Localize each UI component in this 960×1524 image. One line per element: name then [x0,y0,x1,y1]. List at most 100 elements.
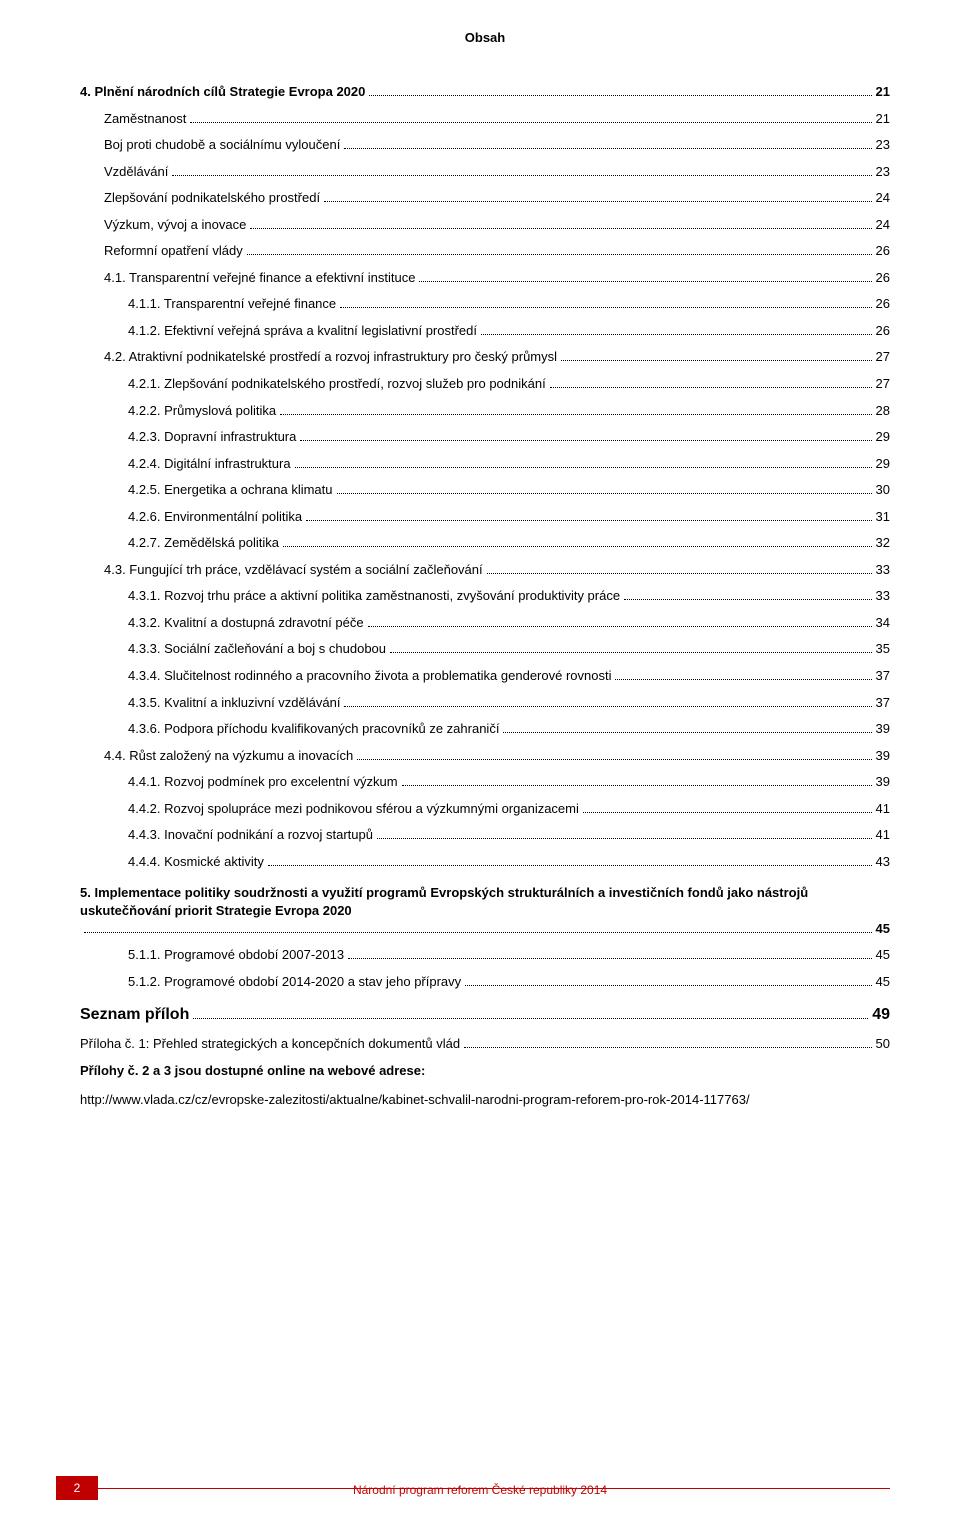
toc-leader-dots [280,414,871,415]
toc-leader-dots [464,1047,871,1048]
toc-label: Seznam příloh [80,1004,189,1026]
toc-row: 4.1.1. Transparentní veřejné finance 26 [80,295,890,313]
toc-row: 5. Implementace politiky soudržnosti a v… [80,884,890,937]
toc-leader-dots [465,985,871,986]
toc-leader-dots [402,785,872,786]
toc-label: 4.2.3. Dopravní infrastruktura [128,428,296,446]
toc-page-number: 26 [876,295,890,313]
toc-leader-dots [583,812,872,813]
toc-row: Výzkum, vývoj a inovace 24 [80,216,890,234]
toc-row: Vzdělávání23 [80,163,890,181]
toc-page-number: 45 [876,946,890,964]
toc-label: 4.2.1. Zlepšování podnikatelského prostř… [128,375,546,393]
toc-leader-dots [190,122,871,123]
toc-page-number: 39 [876,720,890,738]
toc-leader-dots [247,254,872,255]
toc-page-number: 39 [876,773,890,791]
toc-leader-dots [84,932,872,933]
toc-leader-dots [344,706,871,707]
toc-label: 4.3.6. Podpora příchodu kvalifikovaných … [128,720,499,738]
toc-leader-dots [481,334,872,335]
toc-row: 5.1.1. Programové období 2007-2013 45 [80,946,890,964]
toc-row: Seznam příloh 49 [80,1004,890,1026]
toc-label: Výzkum, vývoj a inovace [104,216,246,234]
toc-page-number: 32 [876,534,890,552]
toc-row: 4.3.5. Kvalitní a inkluzivní vzdělávání 3… [80,694,890,712]
toc-label: Příloha č. 1: Přehled strategických a ko… [80,1035,460,1053]
toc-row: 5.1.2. Programové období 2014-2020 a sta… [80,973,890,991]
toc-label: 4.4.4. Kosmické aktivity [128,853,264,871]
toc-row: 4.3. Fungující trh práce, vzdělávací sys… [80,561,890,579]
toc-page-number: 29 [876,428,890,446]
toc-label: 4.2.5. Energetika a ochrana klimatu [128,481,333,499]
toc-row: Boj proti chudobě a sociálnímu vyloučení… [80,136,890,154]
toc-label: Zaměstnanost [104,110,186,128]
toc-label: 4.4.2. Rozvoj spolupráce mezi podnikovou… [128,800,579,818]
attachments-note: Přílohy č. 2 a 3 jsou dostupné online na… [80,1061,890,1111]
toc-leader-dots [300,440,871,441]
toc-page-number: 41 [876,800,890,818]
toc-page-number: 31 [876,508,890,526]
toc-leader-dots [268,865,872,866]
toc-row: Reformní opatření vlády 26 [80,242,890,260]
toc-row: 4.2.1. Zlepšování podnikatelského prostř… [80,375,890,393]
toc-page-number: 33 [876,587,890,605]
toc-label: 4.2.6. Environmentální politika [128,508,302,526]
toc-row: 4.1.2. Efektivní veřejná správa a kvalit… [80,322,890,340]
toc-page-number: 35 [876,640,890,658]
toc-label: Reformní opatření vlády [104,242,243,260]
toc-label: 4.2.7. Zemědělská politika [128,534,279,552]
toc-page-number: 43 [876,853,890,871]
toc-leader-dots [369,95,871,96]
toc-label: 4.2.4. Digitální infrastruktura [128,455,291,473]
toc-leader-dots [172,175,871,176]
toc-page-number: 45 [876,920,890,938]
toc-row: Zlepšování podnikatelského prostředí24 [80,189,890,207]
toc-row: 4.2.6. Environmentální politika 31 [80,508,890,526]
toc-row: 4.2.3. Dopravní infrastruktura 29 [80,428,890,446]
toc-page-number: 49 [872,1004,890,1026]
toc-leader-dots [561,360,872,361]
toc-label: 4.2. Atraktivní podnikatelské prostředí … [104,348,557,366]
toc-label: 4.3.1. Rozvoj trhu práce a aktivní polit… [128,587,620,605]
toc-label: 4.2.2. Průmyslová politika [128,402,276,420]
toc-leader-dots [306,520,871,521]
toc-leader-dots [337,493,872,494]
toc-label: 5. Implementace politiky soudržnosti a v… [80,884,890,919]
toc-page-number: 23 [876,163,890,181]
toc-page-number: 28 [876,402,890,420]
toc-row: 4.3.4. Slučitelnost rodinného a pracovní… [80,667,890,685]
toc-label: 4.1.1. Transparentní veřejné finance [128,295,336,313]
toc-label: 5.1.2. Programové období 2014-2020 a sta… [128,973,461,991]
toc-leader-dots [390,652,872,653]
toc-row: 4.2.4. Digitální infrastruktura 29 [80,455,890,473]
toc-row: 4.4.3. Inovační podnikání a rozvoj start… [80,826,890,844]
toc-page-number: 24 [876,216,890,234]
toc-label: 4.3.3. Sociální začleňování a boj s chud… [128,640,386,658]
toc-label: Boj proti chudobě a sociálnímu vyloučení [104,136,340,154]
toc-row: 4.4.1. Rozvoj podmínek pro excelentní vý… [80,773,890,791]
toc-label: 4.1.2. Efektivní veřejná správa a kvalit… [128,322,477,340]
toc-label: 4.3.4. Slučitelnost rodinného a pracovní… [128,667,611,685]
toc-page-number: 29 [876,455,890,473]
toc-label: 5.1.1. Programové období 2007-2013 [128,946,344,964]
toc-row: 4.4.2. Rozvoj spolupráce mezi podnikovou… [80,800,890,818]
attachments-note-url: http://www.vlada.cz/cz/evropske-zalezito… [80,1090,890,1111]
toc-page-number: 26 [876,242,890,260]
toc-page-number: 37 [876,694,890,712]
table-of-contents: 4. Plnění národních cílů Strategie Evrop… [80,83,890,1052]
toc-label: 4.3.5. Kvalitní a inkluzivní vzdělávání [128,694,340,712]
toc-label: 4.3.2. Kvalitní a dostupná zdravotní péč… [128,614,364,632]
toc-leader-dots [615,679,871,680]
toc-leader-dots [348,958,871,959]
toc-row: 4. Plnění národních cílů Strategie Evrop… [80,83,890,101]
toc-row: 4.2. Atraktivní podnikatelské prostředí … [80,348,890,366]
toc-leader-dots [324,201,871,202]
toc-label: 4.4.3. Inovační podnikání a rozvoj start… [128,826,373,844]
toc-page-number: 26 [876,269,890,287]
toc-row: 4.1. Transparentní veřejné finance a efe… [80,269,890,287]
toc-page-number: 39 [876,747,890,765]
toc-page-number: 33 [876,561,890,579]
toc-leader-dots [487,573,872,574]
toc-page-number: 21 [876,83,890,101]
